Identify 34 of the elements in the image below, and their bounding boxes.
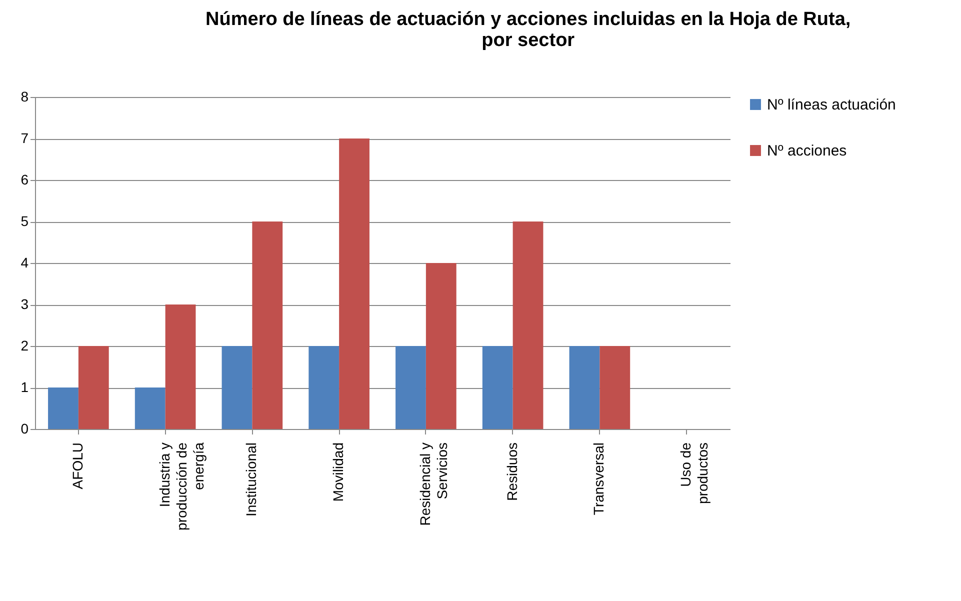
bar (426, 263, 456, 429)
x-tick-label: Transversal (590, 442, 607, 516)
bar (308, 346, 340, 429)
bar (600, 346, 630, 429)
x-tick-label: Residencial y Servicios (416, 442, 450, 526)
x-tick-label: Uso de productos (678, 442, 711, 504)
y-tick-label: 4 (20, 254, 29, 270)
bar (165, 304, 196, 429)
y-tick-label: 6 (20, 172, 29, 188)
legend-label: Nº acciones (767, 142, 847, 160)
bar (396, 346, 426, 429)
bar (569, 346, 600, 429)
x-tick-label: Movilidad (330, 442, 346, 502)
chart-title: Número de líneas de actuación y acciones incluidas en la Hoja de Ruta, por sector (206, 9, 851, 51)
x-tick-label: Institucional (243, 442, 260, 516)
bar (252, 222, 283, 429)
y-tick-label: 1 (20, 379, 29, 395)
bar (339, 138, 370, 429)
x-tick-label: Residuos (504, 442, 520, 501)
y-tick-label: 7 (20, 130, 29, 146)
bar (512, 222, 544, 429)
y-tick-label: 3 (20, 296, 29, 312)
bar (222, 346, 252, 429)
y-tick-label: 2 (20, 338, 29, 354)
y-tick-label: 5 (20, 213, 29, 229)
y-tick-label: 0 (20, 420, 29, 436)
x-tick-label: AFOLU (69, 442, 86, 490)
bar (78, 346, 109, 429)
bar (482, 346, 513, 429)
legend-label: Nº líneas actuación (767, 96, 896, 114)
bar (134, 388, 166, 429)
y-tick-label: 8 (20, 88, 29, 104)
x-tick-label: Industria y producción de energía (156, 442, 206, 530)
bar (48, 388, 78, 429)
